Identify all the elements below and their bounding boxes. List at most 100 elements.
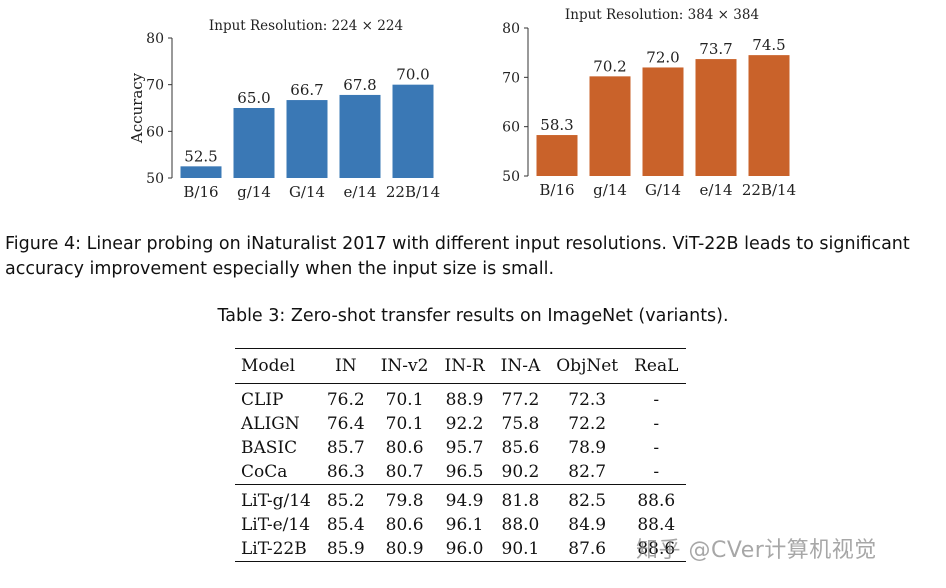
bar: [286, 100, 328, 178]
bar-value-label: 65.0: [237, 89, 270, 107]
x-tick-label: 22B/14: [742, 181, 796, 199]
table-cell: 96.5: [445, 462, 484, 482]
x-tick-label: e/14: [699, 181, 732, 199]
table-cell: 87.6: [568, 539, 607, 559]
table-cell: 85.6: [501, 438, 540, 458]
table-cell: 72.3: [568, 390, 607, 410]
y-tick-label: 50: [146, 171, 164, 187]
table-row: BASIC 85.7 80.6 95.7 85.6 78.9 -: [235, 436, 686, 460]
table-cell: 75.8: [501, 414, 540, 434]
table-cell: 77.2: [501, 390, 540, 410]
table-cell: 80.7: [385, 462, 424, 482]
table-group-baselines: CLIP 76.2 70.1 88.9 77.2 72.3 - ALIGN 76.4 70.1 92…: [235, 384, 686, 485]
table-cell: 70.1: [385, 414, 424, 434]
table-cell: 78.9: [568, 438, 607, 458]
bar: [233, 108, 275, 178]
table-cell: -: [653, 414, 660, 434]
x-tick-label: g/14: [237, 183, 271, 201]
model-name-cell: ALIGN: [241, 414, 300, 434]
bar: [180, 166, 222, 178]
bar-value-label: 67.8: [343, 76, 376, 94]
table-cell: -: [653, 462, 660, 482]
x-tick-label: B/16: [183, 183, 218, 201]
bar-value-label: 74.5: [752, 36, 785, 54]
bar: [339, 94, 381, 178]
table-cell: 80.6: [385, 438, 424, 458]
table-cell: 72.2: [568, 414, 607, 434]
x-tick-label: 22B/14: [386, 183, 440, 201]
table-cell: 81.8: [501, 491, 540, 511]
y-tick-label: 80: [146, 31, 164, 47]
table-cell: 88.4: [637, 515, 676, 535]
figure-caption: Figure 4: Linear probing on iNaturalist …: [5, 232, 945, 282]
table-cell: 85.4: [326, 515, 365, 535]
table-cell: 79.8: [385, 491, 424, 511]
table-caption: Table 3: Zero-shot transfer results on I…: [217, 306, 729, 326]
table-cell: 88.9: [445, 390, 484, 410]
table-cell: 90.2: [501, 462, 540, 482]
table-cell: 92.2: [445, 414, 484, 434]
table-cell: 82.5: [568, 491, 607, 511]
table-cell: 84.9: [568, 515, 607, 535]
x-tick-label: g/14: [593, 181, 627, 199]
chart-title: Input Resolution: 384 × 384: [565, 7, 759, 23]
figure-caption-line-1: Figure 4: Linear probing on iNaturalist …: [5, 234, 910, 254]
table-header-cell: ObjNet: [556, 356, 619, 376]
results-table: Model IN IN-v2 IN-R IN-A ObjNet ReaL CLIP 76.2 7…: [235, 348, 687, 562]
table-cell: 86.3: [326, 462, 365, 482]
bar: [536, 135, 578, 176]
bar-value-label: 66.7: [290, 81, 323, 99]
table-row: LiT-22B 85.9 80.9 96.0 90.1 87.6 88.6: [235, 537, 687, 562]
bar: [748, 55, 790, 177]
table-cell: 96.0: [445, 539, 484, 559]
y-tick-label: 80: [502, 21, 520, 37]
bar: [642, 67, 684, 176]
bar-value-label: 70.2: [593, 57, 626, 75]
y-tick-label: 60: [502, 120, 520, 136]
chart-resolution-384: Input Resolution: 384 × 384 50 60 70 80 58.3 B…: [502, 7, 796, 199]
watermark: 知乎 @CVer计算机视觉: [636, 538, 877, 563]
table-cell: 90.1: [501, 539, 540, 559]
x-tick-label: e/14: [343, 183, 376, 201]
table-cell: 80.9: [385, 539, 424, 559]
table-cell: 88.6: [637, 539, 676, 559]
table-row: CoCa 86.3 80.7 96.5 90.2 82.7 -: [235, 460, 686, 485]
table-header-cell: IN-A: [500, 356, 541, 376]
table-header-cell: Model: [241, 356, 296, 376]
table-group-lit: LiT-g/14 85.2 79.8 94.9 81.8 82.5 88.6 LiT-e/14…: [235, 484, 687, 562]
table-header-cell: IN-R: [444, 356, 485, 376]
chart-resolution-224: Input Resolution: 224 × 224 50 60 70 80 Accur…: [128, 18, 440, 201]
bar: [695, 59, 737, 176]
model-name-cell: LiT-e/14: [241, 515, 311, 535]
table-cell: -: [653, 438, 660, 458]
y-axis-label: Accuracy: [128, 72, 146, 144]
x-tick-label: G/14: [289, 183, 325, 201]
table-cell: 85.2: [326, 491, 365, 511]
table-cell: 85.9: [326, 539, 365, 559]
model-name-cell: BASIC: [241, 438, 298, 458]
table-header-row: Model IN IN-v2 IN-R IN-A ObjNet ReaL: [235, 348, 687, 384]
table-row: LiT-g/14 85.2 79.8 94.9 81.8 82.5 88.6: [235, 485, 686, 514]
table-row: CLIP 76.2 70.1 88.9 77.2 72.3 -: [235, 384, 686, 413]
table-cell: 82.7: [568, 462, 607, 482]
y-tick-label: 70: [502, 70, 520, 86]
figure-caption-line-2: accuracy improvement especially when the…: [5, 259, 555, 279]
table-cell: 70.1: [385, 390, 424, 410]
table-cell: 88.0: [501, 515, 540, 535]
table-header-cell: IN: [334, 356, 357, 376]
x-tick-label: B/16: [539, 181, 574, 199]
table-cell: 94.9: [445, 491, 484, 511]
bar: [589, 76, 631, 176]
table-row: LiT-e/14 85.4 80.6 96.1 88.0 84.9 88.4: [235, 513, 686, 537]
table-header-cell: IN-v2: [380, 356, 429, 376]
y-tick-label: 60: [146, 124, 164, 140]
y-tick-label: 50: [502, 169, 520, 185]
table-cell: -: [653, 390, 660, 410]
model-name-cell: CLIP: [241, 390, 284, 410]
table-cell: 80.6: [385, 515, 424, 535]
bar-value-label: 70.0: [396, 66, 429, 84]
bar-value-label: 58.3: [540, 116, 573, 134]
x-tick-label: G/14: [645, 181, 681, 199]
bar-value-label: 72.0: [646, 48, 679, 66]
y-tick-label: 70: [146, 78, 164, 94]
